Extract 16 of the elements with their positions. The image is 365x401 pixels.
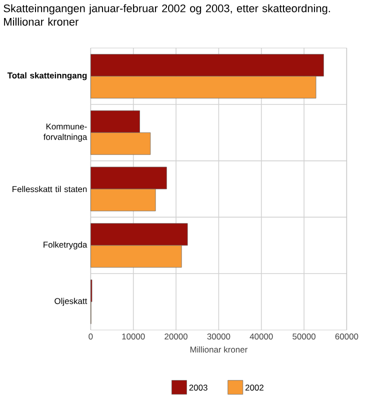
x-tick-label: 50000 bbox=[292, 334, 316, 340]
legend-label: 2002 bbox=[245, 384, 264, 391]
legend-label: 2003 bbox=[189, 384, 208, 391]
x-tick-label: 20000 bbox=[164, 334, 188, 340]
y-tick-label: Fellesskatt til staten bbox=[12, 186, 87, 192]
y-tick-label: Folketrygda bbox=[44, 241, 88, 250]
y-tick-label: Kommune-forvaltninga bbox=[44, 124, 88, 142]
x-tick-label: 0 bbox=[88, 334, 93, 340]
x-tick-label: 10000 bbox=[122, 334, 145, 340]
x-tick-label: 30000 bbox=[207, 334, 230, 340]
x-tick-label: 40000 bbox=[250, 334, 273, 340]
x-axis-title: Millionar kroner bbox=[190, 346, 248, 353]
y-tick-label: Oljeskatt bbox=[54, 298, 88, 306]
chart-title: Skatteinngangen januar-februar 2002 og 2003, etter skatteordning. Millionar kroner bbox=[4, 4, 330, 26]
y-tick-label: Total skatteinngang bbox=[7, 72, 87, 80]
x-tick-label: 60000 bbox=[335, 334, 358, 340]
